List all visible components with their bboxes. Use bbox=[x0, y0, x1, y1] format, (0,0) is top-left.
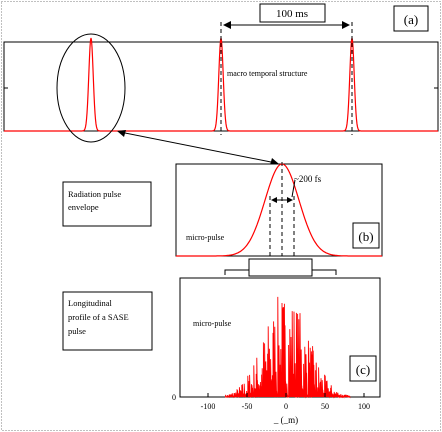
profile-callout-box bbox=[62, 291, 153, 351]
profile-callout-line-1: Longitudinal bbox=[68, 298, 113, 308]
panel-a: 100 ms (a) macro temporal structure bbox=[3, 3, 439, 143]
envelope-callout-box bbox=[62, 181, 152, 227]
panel-b-frame bbox=[175, 163, 383, 257]
panel-b-caption: micro-pulse bbox=[186, 233, 225, 242]
envelope-callout-line-1: Radiation pulse bbox=[68, 189, 121, 199]
panel-a-tag: (a) bbox=[404, 12, 418, 27]
sase-spike-profile bbox=[225, 296, 351, 399]
x-tick-label: 50 bbox=[321, 402, 329, 411]
y-tick-0: 0 bbox=[172, 393, 176, 402]
x-tick-label: 100 bbox=[358, 402, 370, 411]
panel-b-tag-box bbox=[352, 222, 380, 249]
panel-c-tag: (c) bbox=[356, 362, 370, 377]
panel-c-x-axis-label: _ (_m) bbox=[273, 415, 298, 425]
panel-b: ~200 fs micro-pulse (b) bbox=[175, 162, 383, 257]
spacing-arrow-left-head bbox=[223, 21, 231, 29]
width-label: ~200 fs bbox=[294, 174, 322, 184]
profile-callout-line-3: pulse bbox=[68, 326, 86, 336]
panel-c-caption: micro-pulse bbox=[193, 319, 232, 328]
spacing-label: 100 ms bbox=[276, 8, 308, 20]
zoom-arrow-line bbox=[119, 131, 277, 164]
radiation-pulse-envelope-curve bbox=[176, 163, 382, 257]
width-label-leader bbox=[291, 179, 296, 198]
selected-pulse-ellipse bbox=[56, 33, 126, 143]
panel-c-x-ticks: -100 -50 0 50 100 bbox=[201, 393, 370, 411]
zoom-arrow-head-end bbox=[270, 158, 279, 165]
width-arrow-right-head bbox=[287, 197, 293, 203]
zoom-bracket-box bbox=[248, 258, 313, 277]
envelope-callout-text: Radiation pulse envelope bbox=[68, 189, 123, 212]
profile-callout-text: Longitudinal profile of a SASE pulse bbox=[68, 298, 131, 336]
panel-a-tag-box bbox=[393, 5, 429, 32]
panel-a-caption: macro temporal structure bbox=[227, 69, 308, 78]
x-tick-label: -100 bbox=[201, 402, 216, 411]
panel-c-tag-box bbox=[349, 355, 377, 382]
width-arrow-left-head bbox=[271, 197, 277, 203]
panel-c: micro-pulse (c) 0 -100 -50 0 50 100 _ (_m) bbox=[172, 277, 381, 425]
x-tick-label: -50 bbox=[242, 402, 253, 411]
spacing-arrow-right-head bbox=[342, 21, 350, 29]
sase-spike-trace bbox=[225, 296, 351, 399]
spacing-label-box bbox=[259, 3, 326, 23]
envelope-callout-line-2: envelope bbox=[68, 202, 99, 212]
zoom-arrow-head-start bbox=[117, 130, 126, 137]
x-tick-label: 0 bbox=[284, 402, 288, 411]
profile-callout-line-2: profile of a SASE bbox=[68, 312, 129, 322]
panel-b-tag: (b) bbox=[358, 229, 373, 244]
